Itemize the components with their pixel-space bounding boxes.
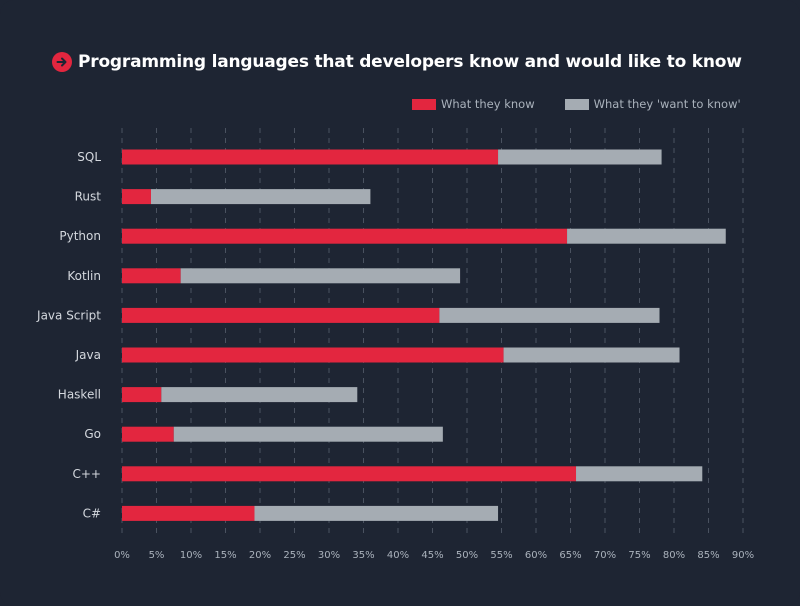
- x-tick-label: 30%: [318, 550, 340, 561]
- x-tick-label: 65%: [559, 550, 581, 561]
- chart-title: Programming languages that developers kn…: [52, 52, 742, 72]
- category-label: SQL: [77, 150, 101, 164]
- category-label: Java Script: [36, 308, 101, 322]
- x-tick-label: 75%: [628, 550, 650, 561]
- x-tick-label: 60%: [525, 550, 547, 561]
- category-label: Java: [75, 348, 101, 362]
- x-tick-label: 0%: [114, 550, 130, 561]
- x-tick-label: 35%: [352, 550, 374, 561]
- x-tick-label: 90%: [732, 550, 754, 561]
- legend-label-know: What they know: [441, 97, 535, 111]
- bar-want: [503, 347, 680, 363]
- x-tick-label: 50%: [456, 550, 478, 561]
- x-tick-label: 85%: [697, 550, 719, 561]
- x-tick-label: 80%: [663, 550, 685, 561]
- legend-swatch-want: [564, 98, 589, 110]
- x-tick-label: 55%: [490, 550, 512, 561]
- bar-know: [122, 426, 174, 442]
- bar-know: [122, 228, 568, 244]
- category-label: Kotlin: [67, 269, 101, 283]
- bar-know: [122, 307, 440, 323]
- bar-know: [122, 466, 577, 482]
- bar-know: [122, 387, 162, 403]
- category-label: Go: [84, 427, 101, 441]
- arrow-right-icon: [52, 52, 72, 72]
- category-label: C++: [73, 467, 102, 481]
- bar-want: [150, 189, 371, 205]
- bar-know: [122, 268, 181, 284]
- legend-item-want: What they 'want to know': [564, 97, 741, 111]
- x-tick-label: 20%: [249, 550, 271, 561]
- bar-want: [567, 228, 726, 244]
- bar-want: [439, 307, 660, 323]
- bar-want: [180, 268, 461, 284]
- bar-know: [122, 149, 499, 165]
- chart-title-text: Programming languages that developers kn…: [78, 52, 742, 72]
- bar-want: [576, 466, 703, 482]
- legend: What they know What they 'want to know': [412, 97, 771, 111]
- bar-know: [122, 189, 151, 205]
- x-tick-label: 25%: [283, 550, 305, 561]
- bar-want: [254, 505, 499, 521]
- category-label: Rust: [75, 190, 102, 204]
- category-label: C#: [83, 506, 101, 520]
- legend-label-want: What they 'want to know': [593, 97, 741, 111]
- category-label: Haskell: [58, 388, 101, 402]
- bar-know: [122, 505, 255, 521]
- bar-want: [498, 149, 662, 165]
- x-tick-label: 45%: [421, 550, 443, 561]
- legend-swatch-know: [412, 98, 436, 110]
- x-tick-label: 15%: [214, 550, 236, 561]
- x-tick-label: 10%: [180, 550, 202, 561]
- x-tick-label: 5%: [149, 550, 165, 561]
- legend-item-know: What they know: [412, 97, 535, 111]
- bar-want: [173, 426, 443, 442]
- category-label: Python: [59, 229, 101, 243]
- bar-know: [122, 347, 504, 363]
- x-tick-label: 40%: [387, 550, 409, 561]
- x-tick-label: 70%: [594, 550, 616, 561]
- bar-want: [161, 387, 358, 403]
